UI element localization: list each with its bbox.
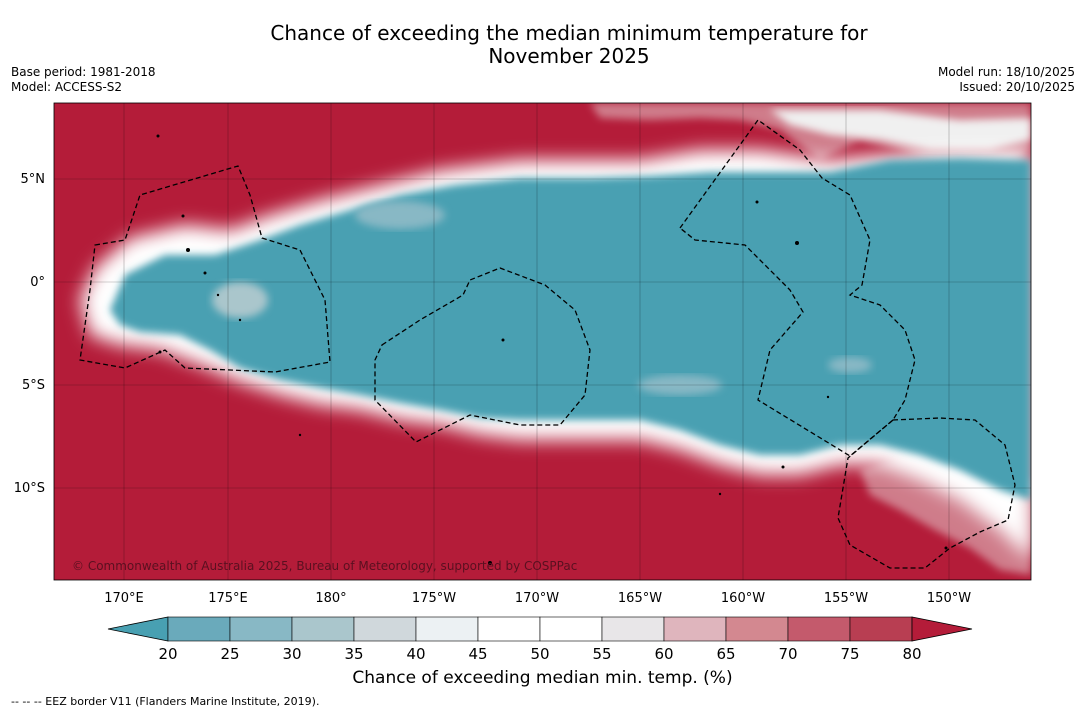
island-15 [298,433,302,437]
lat-label-0: 0° [30,275,45,290]
islands [156,134,948,565]
island-6 [238,318,242,322]
light-teal-patch-3 [355,201,445,229]
lon-label-160w: 160°W [721,591,765,606]
lat-labels: 5°N 0° 5°S 10°S [14,172,45,496]
colorbar-box-20 [167,616,231,642]
meta-left: Base period: 1981-2018 Model: ACCESS-S2 [11,65,156,95]
teal-zone [110,158,1031,500]
eez-borders [79,119,1016,569]
light-teal-patch-4 [212,282,268,318]
island-14 [488,561,492,565]
issued-date: Issued: 20/10/2025 [959,80,1075,94]
title-line-1: Chance of exceeding the median minimum t… [270,21,868,45]
lon-label-165w: 165°W [618,591,662,606]
colorbar-box-45 [477,616,541,642]
lon-label-150w: 150°W [927,591,971,606]
lon-label-170w: 170°W [515,591,559,606]
island-7 [158,350,162,354]
island-11 [781,465,785,469]
colorbar-tick-65: 65 [716,645,735,663]
meta-right: Model run: 18/10/2025 Issued: 20/10/2025 [938,65,1075,95]
colorbar-tick-45: 45 [468,645,487,663]
eez-kiribati-line [679,119,916,457]
lon-label-175e: 175°E [208,591,248,606]
light-teal-patch-2 [828,357,872,373]
eez-kiribati-gilberts [79,165,331,373]
island-12 [826,395,830,399]
model-run: Model run: 18/10/2025 [937,65,1075,79]
colorbar-extend-low [107,616,169,642]
colorbar-box-40 [415,616,479,642]
colorbar-tick-55: 55 [592,645,611,663]
island-1 [156,134,160,138]
lon-label-180: 180° [315,591,346,606]
white-zone-north [770,110,1031,150]
colorbar-tick-20: 20 [158,645,177,663]
island-10 [755,200,759,204]
colorbar-box-30 [291,616,355,642]
island-4 [203,271,207,275]
eez-cook-islands [837,417,1016,569]
lat-label-5s: 5°S [22,378,45,393]
island-3 [186,248,190,252]
colorbar-tick-40: 40 [406,645,425,663]
light-teal-patch-1 [638,375,722,395]
colorbar-extend-high [911,616,973,642]
colorbar-box-25 [229,616,293,642]
lat-label-5n: 5°N [21,172,46,187]
island-2 [181,214,185,218]
lon-label-155w: 155°W [824,591,868,606]
lon-label-175w: 175°W [412,591,456,606]
colorbar-tick-70: 70 [778,645,797,663]
island-16 [718,492,722,496]
map-title: Chance of exceeding the median minimum t… [0,22,1085,68]
colorbar-tick-60: 60 [654,645,673,663]
eez-kiribati-phoenix [374,267,591,443]
base-period: Base period: 1981-2018 [11,65,156,79]
island-8 [501,338,505,342]
island-5 [216,293,220,297]
eez-footnote: -- -- -- EEZ border V11 (Flanders Marine… [11,695,320,708]
lon-label-170e: 170°E [104,591,144,606]
colorbar-tick-25: 25 [220,645,239,663]
map-plot: © Commonwealth of Australia 2025, Bureau… [54,103,1031,580]
colorbar-box-50 [539,616,603,642]
island-13 [944,546,948,550]
map-frame [53,102,1032,581]
colorbar-box-70 [787,616,851,642]
copyright-text: © Commonwealth of Australia 2025, Bureau… [72,559,577,573]
gridlines [54,103,1031,580]
colorbar-tick-35: 35 [344,645,363,663]
title-line-2: November 2025 [488,44,650,68]
colorbar-box-55 [601,616,665,642]
colorbar-tick-50: 50 [530,645,549,663]
colorbar-box-65 [725,616,789,642]
lat-label-10s: 10°S [14,481,45,496]
colorbar-tick-30: 30 [282,645,301,663]
colorbar-tick-80: 80 [902,645,921,663]
colorbar-box-75 [849,616,913,642]
lon-labels: 170°E 175°E 180° 175°W 170°W 165°W 160°W… [104,591,971,606]
colorbar-label: Chance of exceeding median min. temp. (%… [352,668,733,688]
model-name: Model: ACCESS-S2 [11,80,123,94]
colorbar-box-60 [663,616,727,642]
colorbar: 20 25 30 35 40 45 50 55 60 65 70 75 80 [107,616,973,663]
colorbar-tick-75: 75 [840,645,859,663]
colorbar-box-35 [353,616,417,642]
island-9 [795,241,799,245]
